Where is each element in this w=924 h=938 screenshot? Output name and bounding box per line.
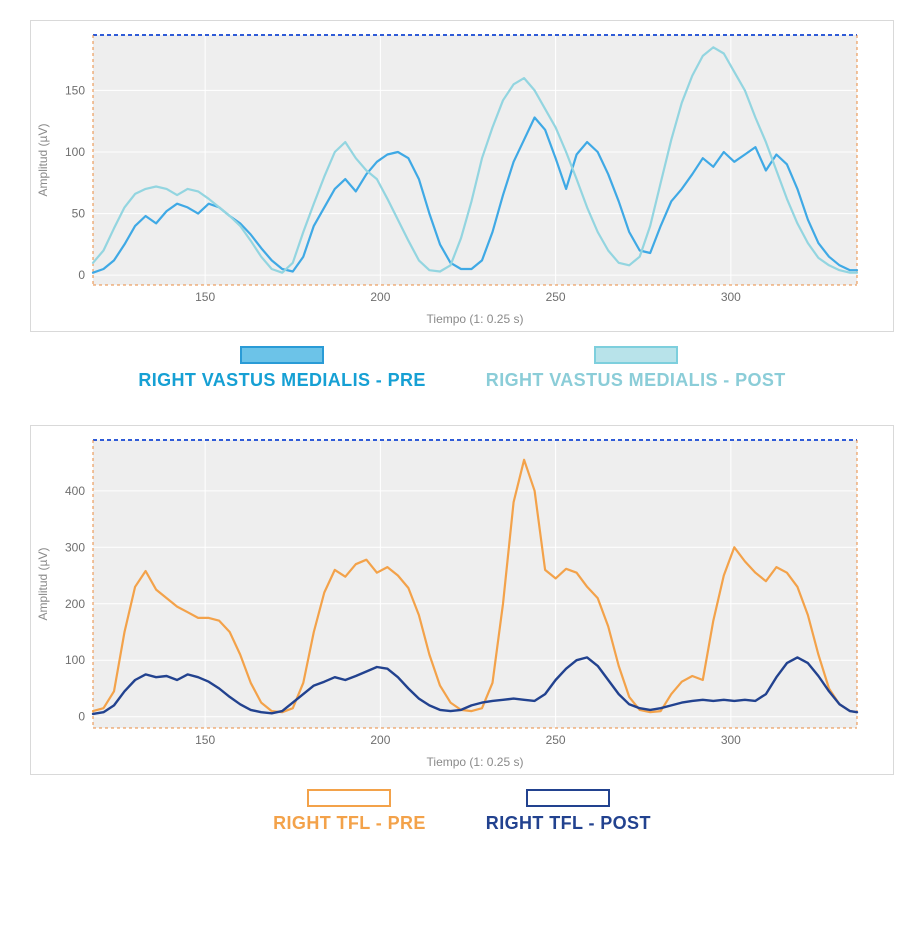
legend-item-post: RIGHT TFL - POST [486,789,651,834]
chart-vastus-medialis: 150 200 250 300 0 50 100 150 Tiempo (1: 0.25 s) A… [30,20,894,332]
svg-text:0: 0 [78,268,85,282]
svg-text:150: 150 [195,733,215,747]
svg-text:250: 250 [546,290,566,304]
legend-item-post: RIGHT VASTUS MEDIALIS - POST [486,346,786,391]
legend-label: RIGHT VASTUS MEDIALIS - PRE [138,370,425,391]
plot-area: 150 200 250 300 0 100 200 300 400 Tiempo (1: 0.25… [31,426,893,774]
legend-vastus: RIGHT VASTUS MEDIALIS - PRE RIGHT VASTUS… [30,346,894,391]
svg-text:Tiempo (1: 0.25 s): Tiempo (1: 0.25 s) [427,312,524,326]
legend-label: RIGHT VASTUS MEDIALIS - POST [486,370,786,391]
svg-text:300: 300 [721,733,741,747]
legend-item-pre: RIGHT VASTUS MEDIALIS - PRE [138,346,425,391]
svg-text:100: 100 [65,653,85,667]
chart-tfl: 150 200 250 300 0 100 200 300 400 Tiempo (1: 0.25… [30,425,894,775]
svg-text:100: 100 [65,145,85,159]
svg-text:250: 250 [546,733,566,747]
legend-swatch [526,789,610,807]
plot-area: 150 200 250 300 0 50 100 150 Tiempo (1: 0.25 s) A… [31,21,893,331]
svg-text:150: 150 [195,290,215,304]
legend-label: RIGHT TFL - PRE [273,813,426,834]
svg-text:300: 300 [721,290,741,304]
legend-item-pre: RIGHT TFL - PRE [273,789,426,834]
svg-text:50: 50 [72,207,86,221]
svg-text:400: 400 [65,484,85,498]
legend-swatch [240,346,324,364]
svg-text:150: 150 [65,83,85,97]
svg-text:300: 300 [65,540,85,554]
legend-swatch [307,789,391,807]
legend-tfl: RIGHT TFL - PRE RIGHT TFL - POST [30,789,894,834]
svg-text:Tiempo (1: 0.25 s): Tiempo (1: 0.25 s) [427,755,524,769]
svg-text:200: 200 [370,290,390,304]
legend-label: RIGHT TFL - POST [486,813,651,834]
svg-text:Amplitud (µV): Amplitud (µV) [36,548,50,621]
line-chart-svg: 150 200 250 300 0 100 200 300 400 Tiempo (1: 0.25… [31,426,871,774]
svg-text:0: 0 [78,710,85,724]
svg-text:200: 200 [65,597,85,611]
svg-text:Amplitud (µV): Amplitud (µV) [36,124,50,197]
line-chart-svg: 150 200 250 300 0 50 100 150 Tiempo (1: 0.25 s) A… [31,21,871,331]
legend-swatch [594,346,678,364]
svg-text:200: 200 [370,733,390,747]
